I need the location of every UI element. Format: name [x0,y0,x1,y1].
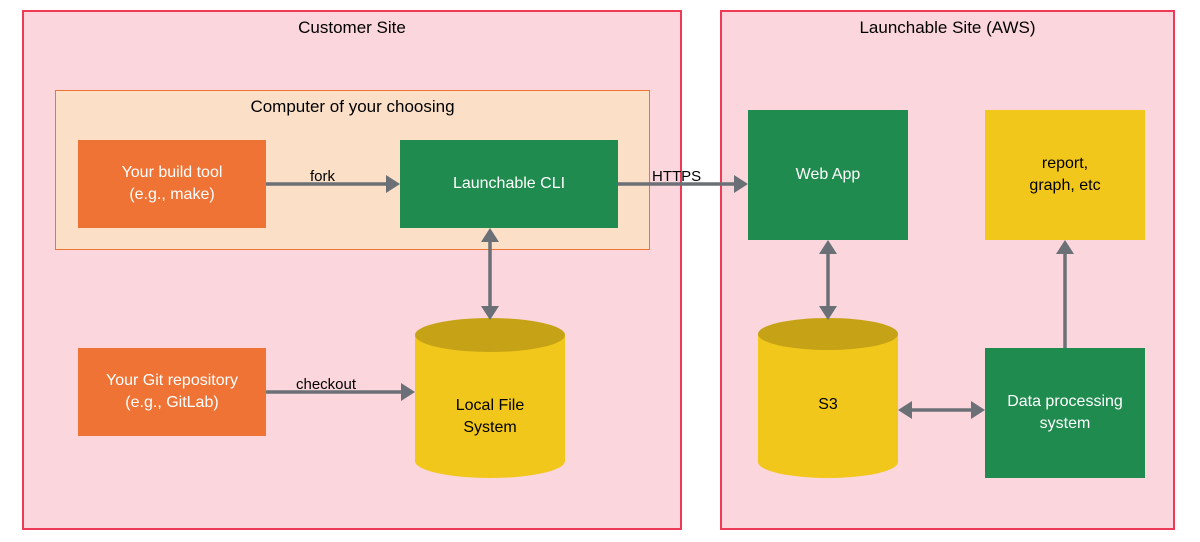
node-report: report,graph, etc [985,110,1145,240]
node-local-fs-label: Local FileSystem [415,395,565,438]
edge-label-https: HTTPS [652,168,701,185]
customer-site-title: Customer Site [24,18,680,38]
node-data-processing: Data processingsystem [985,348,1145,478]
inner-computer-title: Computer of your choosing [56,97,649,117]
customer-site-panel: Customer Site [22,10,682,530]
node-build-tool: Your build tool(e.g., make) [78,140,266,228]
launchable-site-title: Launchable Site (AWS) [722,18,1173,38]
node-launchable-cli: Launchable CLI [400,140,618,228]
node-web-app: Web App [748,110,908,240]
node-git-repo-label: Your Git repository(e.g., GitLab) [106,370,238,413]
edge-label-fork: fork [310,168,335,185]
node-cli-label: Launchable CLI [453,173,565,195]
edge-label-checkout: checkout [296,376,356,393]
node-s3-label: S3 [758,394,898,416]
node-build-tool-label: Your build tool(e.g., make) [122,162,223,205]
node-git-repo: Your Git repository(e.g., GitLab) [78,348,266,436]
node-report-label: report,graph, etc [1029,153,1100,196]
node-local-file-system: Local FileSystem [415,318,565,478]
diagram-canvas: Customer Site Launchable Site (AWS) Comp… [0,0,1200,542]
node-dps-label: Data processingsystem [1007,391,1123,434]
node-s3: S3 [758,318,898,478]
node-web-app-label: Web App [796,164,861,186]
